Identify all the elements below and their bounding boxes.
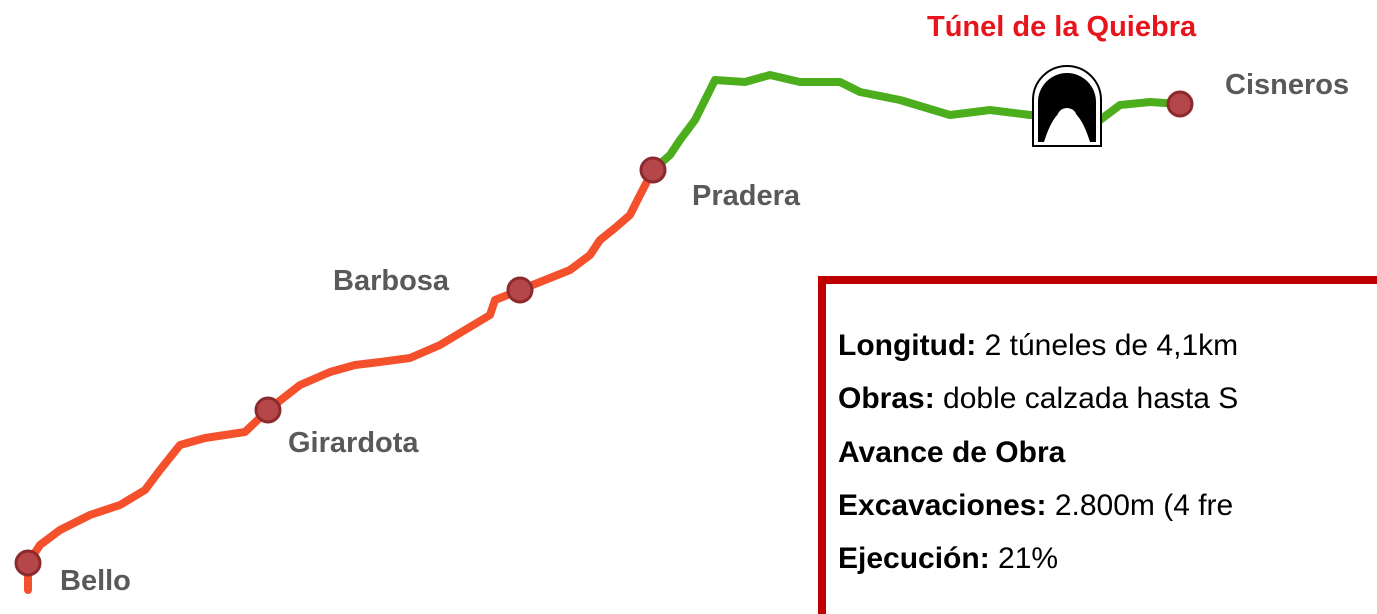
info-label: Obras:	[838, 382, 935, 415]
station-dot	[1166, 90, 1194, 118]
info-value: 2.800m (4 fre	[1054, 489, 1234, 522]
station-label: Cisneros	[1225, 69, 1349, 101]
station-dot	[639, 156, 667, 184]
map: Túnel de la Quiebra Bello Girardota Barb…	[14, 11, 1349, 596]
tunnel-title: Túnel de la Quiebra	[927, 11, 1197, 43]
station-label: Barbosa	[333, 265, 450, 297]
station-label: Bello	[60, 565, 131, 596]
info-label: Ejecución:	[838, 542, 990, 575]
station-label: Pradera	[692, 180, 801, 212]
info-heading: Avance de Obra	[838, 436, 1066, 469]
info-line: Obras: doble calzada hasta S	[838, 382, 1238, 416]
info-label: Excavaciones:	[838, 489, 1047, 522]
station-dot	[506, 276, 534, 304]
route-built	[24, 166, 657, 594]
info-box: Longitud: 2 túneles de 4,1km Obras: dobl…	[818, 276, 1377, 614]
info-value: 21%	[998, 542, 1059, 575]
station-dot	[254, 396, 282, 424]
station-dot	[14, 549, 42, 577]
info-label: Longitud:	[838, 329, 977, 362]
info-line: Avance de Obra	[838, 436, 1065, 470]
info-value: doble calzada hasta S	[943, 382, 1239, 415]
station-label: Girardota	[288, 427, 419, 459]
tunnel-icon	[1032, 65, 1102, 147]
info-value: 2 túneles de 4,1km	[984, 329, 1239, 362]
info-line: Excavaciones: 2.800m (4 fre	[838, 489, 1233, 523]
page: {"title": "Túnel de la Quiebra", "statio…	[14, 11, 1377, 614]
info-line: Ejecución: 21%	[838, 542, 1058, 576]
info-line: Longitud: 2 túneles de 4,1km	[838, 329, 1238, 363]
